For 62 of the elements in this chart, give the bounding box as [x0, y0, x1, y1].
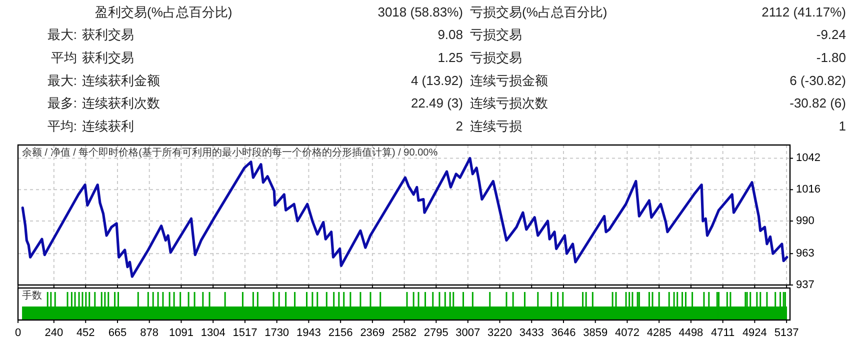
- y-tick-label: 990: [796, 214, 814, 227]
- x-tick-label: 3646: [551, 326, 576, 339]
- text: 获利交易: [82, 27, 134, 42]
- text: -9.24: [816, 27, 846, 42]
- x-tick-label: 2156: [328, 326, 353, 339]
- x-tick-label: 3859: [583, 326, 608, 339]
- text: 22.49 (3): [410, 96, 463, 111]
- text: 连续获利次数: [82, 96, 160, 111]
- x-tick-label: 1091: [168, 326, 194, 339]
- text: 连续获利: [82, 118, 134, 134]
- line-series: [21, 156, 788, 278]
- text: 连续亏损次数: [470, 96, 548, 111]
- x-tick-label: 4498: [678, 326, 704, 339]
- text: 最大:: [47, 72, 77, 88]
- chart-title: 余额 / 净值 / 每个即时价格(基于所有可利用的最小时段的每一个价格的分形插值计算) / 90.00%: [22, 146, 438, 159]
- y-tick-label: 937: [796, 278, 814, 291]
- text: 2: [456, 118, 463, 134]
- text: 1: [838, 118, 846, 134]
- text: -30.82 (6): [790, 96, 846, 111]
- text: 9.08: [438, 27, 463, 42]
- x-tick-label: 2369: [360, 326, 385, 339]
- text: 平均: [51, 50, 77, 66]
- x-tick-label: 3220: [488, 326, 512, 339]
- x-tick-label: 3433: [519, 326, 544, 339]
- x-tick-label: 4711: [710, 326, 735, 339]
- x-tick-label: 452: [76, 326, 95, 339]
- x-tick-label: 3007: [456, 326, 480, 339]
- text: 最多:: [47, 96, 77, 111]
- text: 6 (-30.82): [790, 72, 846, 88]
- x-tick-label: 878: [140, 326, 159, 339]
- text: 盈利交易(%占总百分比): [95, 4, 232, 20]
- text: 平均:: [47, 118, 77, 134]
- x-tick-label: 4924: [742, 326, 767, 339]
- text: 连续亏损: [470, 118, 522, 134]
- x-tick-label: 240: [44, 326, 64, 339]
- text: 连续获利金额: [82, 72, 160, 88]
- x-tick-label: 1517: [232, 326, 258, 339]
- text: 连续亏损金额: [470, 72, 548, 88]
- text: -1.80: [816, 50, 846, 66]
- text: 亏损交易(%占总百分比): [470, 4, 608, 20]
- x-tick-label: 5137: [774, 326, 799, 339]
- chart-title: 手数: [22, 290, 42, 302]
- x-tick-label: 4072: [614, 326, 640, 339]
- x-tick-label: 2582: [392, 326, 417, 339]
- x-tick-label: 1730: [264, 326, 290, 339]
- y-tick-label: 963: [796, 248, 814, 260]
- text: 2112 (41.17%): [762, 4, 846, 20]
- text: 1.25: [438, 50, 463, 66]
- text: 获利交易: [82, 50, 134, 66]
- text: 最大:: [47, 27, 77, 42]
- y-tick-label: 1042: [796, 152, 820, 164]
- x-tick-label: 0: [14, 326, 22, 339]
- x-tick-label: 1304: [200, 326, 226, 339]
- x-tick-label: 2795: [424, 326, 448, 339]
- x-tick-label: 1943: [296, 326, 321, 339]
- x-tick-label: 4285: [646, 326, 672, 339]
- y-tick-label: 1016: [796, 184, 820, 196]
- x-tick-label: 665: [108, 326, 127, 339]
- text: 亏损交易: [470, 27, 522, 42]
- text: 3018 (58.83%): [378, 4, 463, 20]
- text: 4 (13.92): [410, 72, 463, 88]
- text: 亏损交易: [470, 50, 522, 66]
